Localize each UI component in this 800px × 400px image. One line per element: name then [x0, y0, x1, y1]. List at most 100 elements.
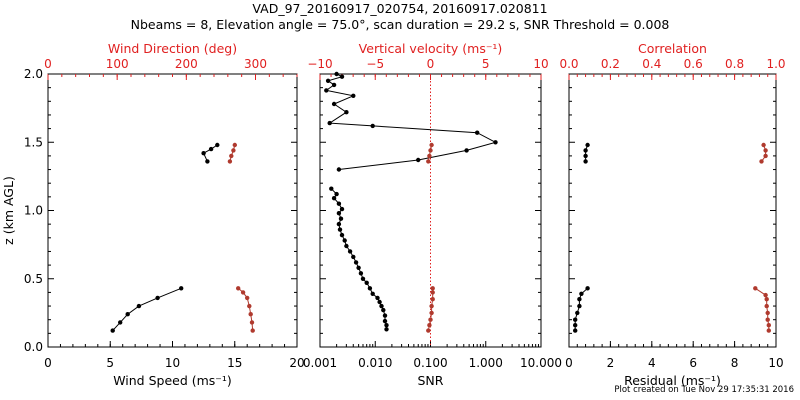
top-series-point — [240, 290, 246, 295]
plot-frame — [47, 73, 298, 348]
bottom-series-line — [585, 144, 589, 162]
panel-snr-vertical-velocity: 0.001 0.010 0.100 1.000 10.000 SNR −10 −5 0 5 10 Ve… — [303, 41, 562, 388]
bottom-series-point — [205, 159, 210, 164]
x-tick-label: 0.100 — [413, 356, 447, 370]
x-tick-label: 0 — [565, 356, 573, 370]
top-series-point — [429, 142, 434, 148]
bottom-series-point — [573, 317, 578, 322]
x-tick-label: 0.001 — [303, 356, 337, 370]
top-x-tick-label: 0.0 — [559, 57, 578, 71]
bottom-series-point — [358, 271, 364, 276]
x-tick-label: 6 — [689, 356, 697, 370]
y-tick-label: 1.0 — [24, 204, 43, 218]
top-series-point — [761, 142, 766, 148]
bottom-series-point — [336, 211, 342, 216]
bottom-series-point — [336, 221, 342, 227]
bottom-series-point — [382, 318, 388, 324]
x-tick-label: 0.010 — [358, 356, 392, 370]
bottom-series-point — [585, 286, 590, 291]
bottom-series-point — [360, 276, 366, 281]
top-x-tick-label: 0.8 — [725, 57, 744, 71]
top-series-point — [247, 303, 252, 309]
top-x-tick-label: 0.6 — [684, 57, 703, 71]
bottom-series-point — [583, 148, 588, 153]
x-tick-label: 0 — [44, 356, 52, 370]
bottom-series-point — [337, 227, 343, 232]
y-tick-label: 1.5 — [24, 135, 43, 149]
y-tick-label: 0.5 — [24, 272, 43, 286]
top-series-point — [763, 292, 768, 298]
x-axis-label: Wind Speed (ms⁻¹) — [113, 373, 232, 388]
bottom-series-point — [475, 130, 480, 135]
top-x-tick-label: −10 — [307, 57, 332, 71]
bottom-series-point — [583, 159, 588, 164]
x-axis-label: Residual (ms⁻¹) — [624, 373, 721, 388]
bottom-series-point — [324, 88, 329, 93]
top-series-point — [232, 142, 237, 148]
top-x-tick-label: 200 — [175, 57, 198, 71]
bottom-series-point — [384, 323, 389, 328]
y-tick-label: 0.0 — [24, 340, 43, 354]
plot-subtitle: Nbeams = 8, Elevation angle = 75.0°, sca… — [130, 17, 670, 32]
top-series-point — [229, 153, 234, 159]
top-x-tick-label: 0 — [427, 57, 435, 71]
bottom-series-point — [573, 323, 578, 328]
top-series-point — [249, 320, 255, 325]
bottom-series-point — [325, 78, 331, 84]
bottom-series-point — [110, 328, 115, 333]
bottom-series-point — [370, 123, 375, 129]
plot-credit: Plot created on Tue Nov 29 17:35:31 2016 — [614, 385, 794, 395]
x-tick-label: 10.000 — [520, 356, 562, 370]
top-series-point — [766, 323, 771, 328]
top-series-point — [236, 286, 241, 291]
bottom-series-point — [125, 312, 130, 317]
bottom-series-point — [353, 260, 359, 265]
top-series-point — [430, 286, 435, 291]
x-tick-label: 10 — [165, 356, 180, 370]
top-series-point — [426, 159, 431, 164]
bottom-series-point — [342, 238, 347, 243]
top-series-point — [427, 323, 432, 328]
top-series-point — [764, 303, 769, 309]
top-series-line — [229, 144, 236, 162]
top-series-point — [765, 317, 770, 322]
bottom-series-point — [339, 206, 345, 212]
bottom-series-point — [381, 307, 386, 313]
top-series-point — [429, 303, 434, 309]
top-x-tick-label: 10 — [533, 57, 548, 71]
bottom-series-point — [583, 153, 588, 159]
bottom-series-point — [367, 286, 373, 291]
top-series-point — [763, 148, 768, 153]
top-series-point — [227, 159, 233, 164]
top-x-axis-label: Correlation — [638, 41, 707, 56]
bottom-series-point — [334, 191, 339, 197]
bottom-series-point — [347, 249, 353, 254]
x-tick-label: 2 — [607, 356, 615, 370]
top-series-point — [427, 153, 432, 159]
top-series-point — [245, 295, 250, 301]
bottom-series-point — [336, 201, 342, 206]
top-series-line — [237, 287, 254, 331]
panel-residual-correlation: 0 2 4 6 8 10 Residual (ms⁻¹) 0.0 0.2 0.4 0.6 0.8 1.0… — [559, 41, 785, 388]
bottom-series-point — [384, 327, 389, 332]
bottom-series-point — [577, 297, 582, 302]
bottom-series-point — [327, 120, 332, 126]
bottom-series-point — [344, 243, 349, 249]
bottom-series-line — [112, 287, 182, 331]
panel-wind: 0 5 10 15 20 Wind Speed (ms⁻¹) 0 100 200 300 Wind … — [1, 41, 305, 388]
top-series-point — [250, 328, 255, 333]
bottom-series-point — [464, 148, 469, 153]
top-series-point — [430, 297, 435, 302]
x-tick-label: 10 — [768, 356, 783, 370]
bottom-series-line — [325, 73, 497, 170]
bottom-series-point — [370, 291, 375, 296]
top-x-tick-label: 300 — [244, 57, 267, 71]
top-series-point — [429, 310, 434, 316]
bottom-series-point — [179, 286, 184, 291]
x-tick-label: 15 — [227, 356, 242, 370]
bottom-series-point — [339, 74, 345, 79]
top-series-point — [428, 148, 433, 153]
top-series-point — [231, 148, 236, 153]
bottom-series-point — [336, 167, 342, 172]
top-series-point — [759, 159, 764, 164]
